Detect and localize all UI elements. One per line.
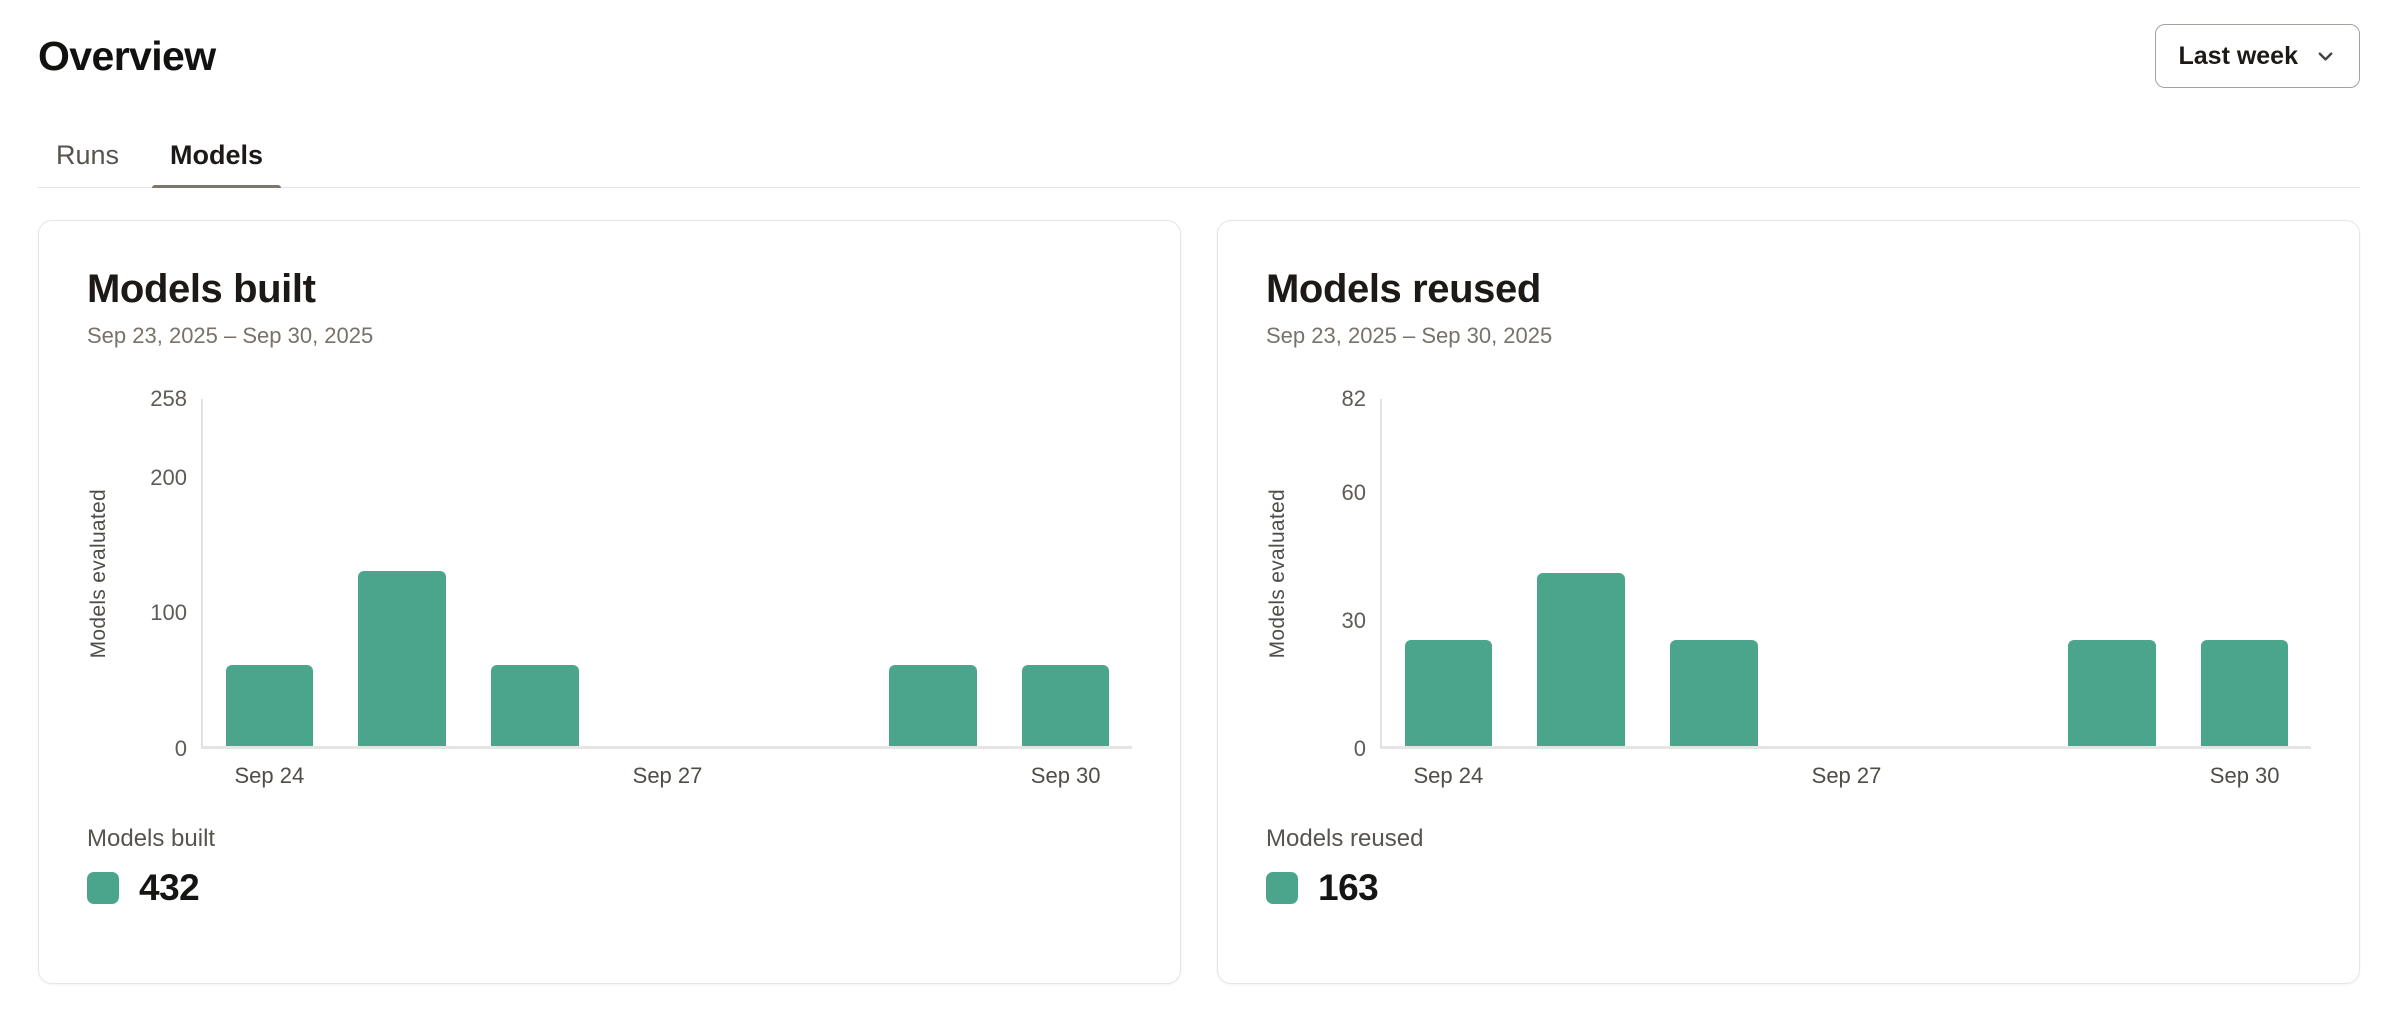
card-title: Models built <box>87 267 316 311</box>
x-tick-label: Sep 24 <box>234 763 305 788</box>
bar-slot <box>999 399 1132 746</box>
bar-sep-24[interactable] <box>1404 640 1493 746</box>
chart-legend: Models built 432 <box>87 825 1132 909</box>
legend-label: Models reused <box>1266 825 1424 852</box>
x-tick-label: Sep 30 <box>1030 763 1101 788</box>
bar-sep-26[interactable] <box>1670 640 1758 746</box>
card-title: Models reused <box>1266 267 1541 311</box>
bar-sep-29[interactable] <box>2068 640 2156 746</box>
y-tick-label: 100 <box>150 600 187 626</box>
y-axis-title: Models evaluated <box>1266 489 1289 659</box>
tab-runs[interactable]: Runs <box>56 140 120 170</box>
legend-value: 432 <box>139 867 200 908</box>
y-axis: 0 30 60 82 <box>1302 388 1380 760</box>
tab-bar: Runs Models <box>38 128 2360 188</box>
bar-slots <box>203 399 1132 746</box>
bar-slot <box>336 399 469 746</box>
y-tick-label: 0 <box>174 736 187 761</box>
page-title: Overview <box>38 32 216 79</box>
bar-slot <box>1647 399 1780 746</box>
y-tick-label: 0 <box>1353 736 1366 761</box>
bar-slot <box>2046 399 2179 746</box>
legend-value: 163 <box>1318 867 1379 908</box>
plot-area <box>1380 399 2311 749</box>
chart-legend: Models reused 163 <box>1266 825 2311 909</box>
y-tick-label: 82 <box>1341 386 1366 411</box>
card-models-built: Models built Sep 23, 2025 – Sep 30, 2025… <box>38 220 1181 984</box>
card-date-range: Sep 23, 2025 – Sep 30, 2025 <box>87 323 374 348</box>
bar-slots <box>1382 399 2311 746</box>
card-date-range: Sep 23, 2025 – Sep 30, 2025 <box>1266 323 1553 348</box>
bar-sep-26[interactable] <box>491 665 579 746</box>
models-built-chart: Models evaluated 0 100 200 258 Sep 24 Sep 27… <box>87 388 1132 791</box>
bar-slot <box>1780 399 1913 746</box>
x-tick-label <box>468 763 601 791</box>
bar-sep-25[interactable] <box>358 571 446 746</box>
y-axis-title: Models evaluated <box>87 489 110 659</box>
card-models-reused: Models reused Sep 23, 2025 – Sep 30, 202… <box>1217 220 2360 984</box>
legend-label: Models built <box>87 825 216 852</box>
x-tick-label <box>2046 763 2179 791</box>
date-range-dropdown-label: Last week <box>2178 41 2298 70</box>
x-axis-labels: Sep 24 Sep 27 Sep 30 <box>203 763 1132 791</box>
plot-area <box>201 399 1132 749</box>
x-tick-label <box>867 763 1000 791</box>
x-tick-label: Sep 30 <box>2209 763 2280 788</box>
bar-sep-30[interactable] <box>1021 665 1110 746</box>
bar-slot <box>734 399 867 746</box>
x-tick-label <box>336 763 469 791</box>
tab-models[interactable]: Models <box>152 128 282 188</box>
date-range-dropdown[interactable]: Last week <box>2155 24 2360 88</box>
bar-sep-24[interactable] <box>225 665 314 746</box>
bar-slot <box>203 399 336 746</box>
models-reused-chart: Models evaluated 0 30 60 82 Sep 24 Sep 27 Sep… <box>1266 388 2311 791</box>
x-axis-labels: Sep 24 Sep 27 Sep 30 <box>1382 763 2311 791</box>
bar-slot <box>1515 399 1648 746</box>
cards-row: Models built Sep 23, 2025 – Sep 30, 2025… <box>38 220 2360 984</box>
x-tick-label: Sep 27 <box>632 763 703 788</box>
bar-slot <box>867 399 1000 746</box>
y-tick-label: 60 <box>1341 479 1366 505</box>
bar-slot <box>601 399 734 746</box>
overview-page: Overview Last week Runs Models Models bu… <box>38 0 2360 984</box>
x-tick-label <box>1515 763 1648 791</box>
top-bar: Overview Last week <box>38 0 2360 88</box>
y-axis: 0 100 200 258 <box>123 388 201 760</box>
legend-swatch <box>1266 872 1298 904</box>
legend-swatch <box>87 872 119 904</box>
bar-sep-29[interactable] <box>889 665 977 746</box>
bar-slot <box>1913 399 2046 746</box>
bar-slot <box>1382 399 1515 746</box>
bar-slot <box>2178 399 2311 746</box>
x-tick-label <box>734 763 867 791</box>
y-tick-label: 258 <box>150 386 187 411</box>
x-tick-label: Sep 27 <box>1811 763 1882 788</box>
x-tick-label <box>1913 763 2046 791</box>
x-tick-label: Sep 24 <box>1413 763 1484 788</box>
y-tick-label: 200 <box>150 464 187 490</box>
chevron-down-icon <box>2314 45 2337 68</box>
y-tick-label: 30 <box>1341 607 1366 633</box>
bar-sep-30[interactable] <box>2200 640 2289 746</box>
bar-sep-25[interactable] <box>1537 572 1625 746</box>
x-tick-label <box>1647 763 1780 791</box>
bar-slot <box>468 399 601 746</box>
